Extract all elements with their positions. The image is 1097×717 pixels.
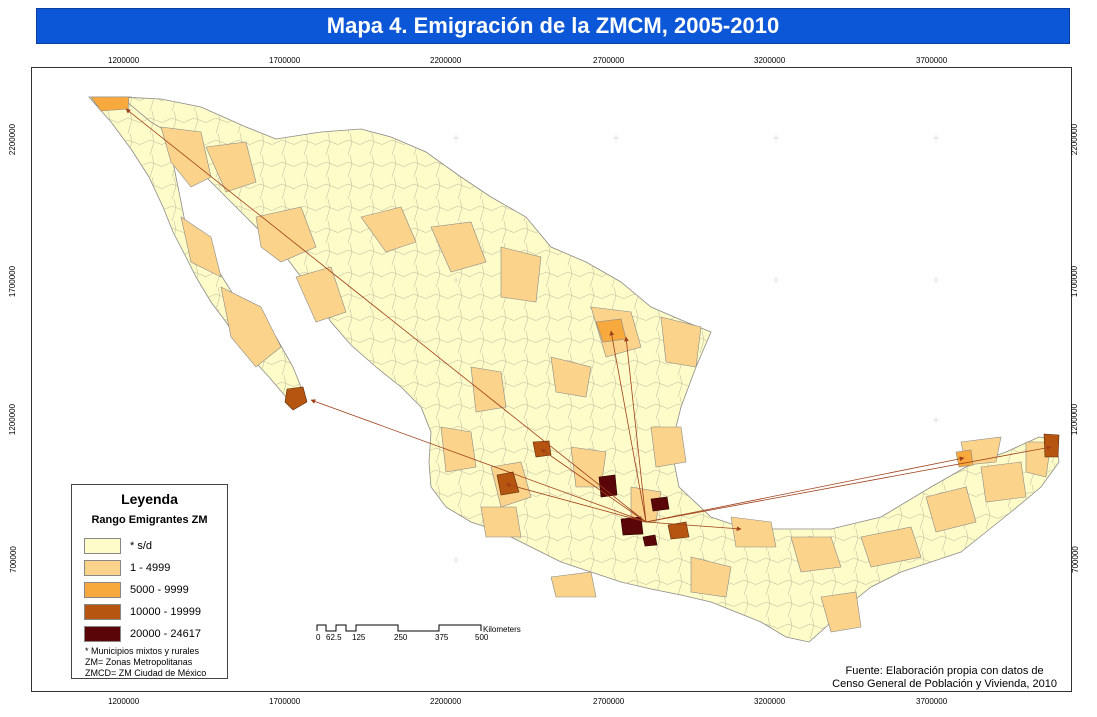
legend-note: ZMCD= ZM Ciudad de México [85, 668, 207, 678]
legend-label: 20000 - 24617 [130, 628, 201, 640]
source-line: Fuente: Elaboración propia con datos de [845, 665, 1044, 677]
legend-swatch [84, 604, 121, 620]
y-tick-right: 700000 [1070, 546, 1080, 573]
scale-bar-graphic [316, 624, 482, 632]
source-note: Fuente: Elaboración propia con datos de … [832, 665, 1057, 691]
legend: Leyenda Rango Emigrantes ZM * s/d 1 - 49… [71, 484, 228, 679]
migration-flows [125, 108, 1052, 532]
x-tick-bottom: 3200000 [754, 697, 786, 706]
x-tick-top: 1700000 [269, 56, 301, 65]
legend-title: Leyenda [121, 491, 178, 507]
x-tick-bottom: 1200000 [108, 697, 140, 706]
x-tick-top: 2700000 [593, 56, 625, 65]
y-tick-left: 2200000 [8, 123, 18, 156]
x-tick-bottom: 1700000 [269, 697, 301, 706]
legend-swatch [84, 560, 121, 576]
x-tick-bottom: 2700000 [593, 697, 625, 706]
x-tick-top: 1200000 [108, 56, 140, 65]
mexico-map [88, 96, 1060, 643]
y-tick-left: 700000 [8, 546, 18, 573]
map-title: Mapa 4. Emigración de la ZMCM, 2005-2010 [326, 13, 780, 38]
scale-label: 62.5 [326, 633, 342, 642]
x-tick-top: 3700000 [916, 56, 948, 65]
legend-item: 1 - 4999 [84, 560, 170, 576]
legend-item: 10000 - 19999 [84, 604, 201, 620]
legend-item: 5000 - 9999 [84, 582, 189, 598]
legend-note: ZM= Zonas Metropolitanas [85, 657, 193, 667]
scale-label: 250 [394, 633, 408, 642]
legend-label: 1 - 4999 [130, 562, 171, 574]
x-tick-top: 3200000 [754, 56, 786, 65]
y-tick-left: 1700000 [8, 265, 18, 298]
scale-label: 0 [316, 633, 321, 642]
legend-label: 10000 - 19999 [130, 606, 201, 618]
legend-swatch [84, 538, 121, 554]
legend-subtitle: Rango Emigrantes ZM [91, 514, 208, 526]
legend-swatch [84, 626, 121, 642]
legend-note: * Municipios mixtos y rurales [85, 646, 200, 656]
scale-label: 125 [352, 633, 366, 642]
scale-unit: Kilometers [483, 625, 521, 634]
legend-label: 5000 - 9999 [130, 584, 189, 596]
range-20000-24617-areas [598, 474, 670, 547]
scale-label: 375 [435, 633, 449, 642]
source-line: Censo General de Población y Vivienda, 2… [832, 678, 1057, 690]
legend-swatch [84, 582, 121, 598]
y-tick-left: 1200000 [8, 403, 18, 436]
range-5000-9999-areas [90, 96, 974, 468]
x-tick-bottom: 3700000 [916, 697, 948, 706]
legend-item: 20000 - 24617 [84, 626, 201, 642]
legend-item: * s/d [84, 538, 152, 554]
map-title-bar: Mapa 4. Emigración de la ZMCM, 2005-2010 [36, 8, 1070, 44]
range-10000-19999-areas [284, 386, 1060, 540]
x-tick-bottom: 2200000 [430, 697, 462, 706]
grid-crosses [453, 135, 939, 563]
x-tick-top: 2200000 [430, 56, 462, 65]
legend-label: * s/d [130, 540, 153, 552]
scale-label: 500 [475, 633, 489, 642]
